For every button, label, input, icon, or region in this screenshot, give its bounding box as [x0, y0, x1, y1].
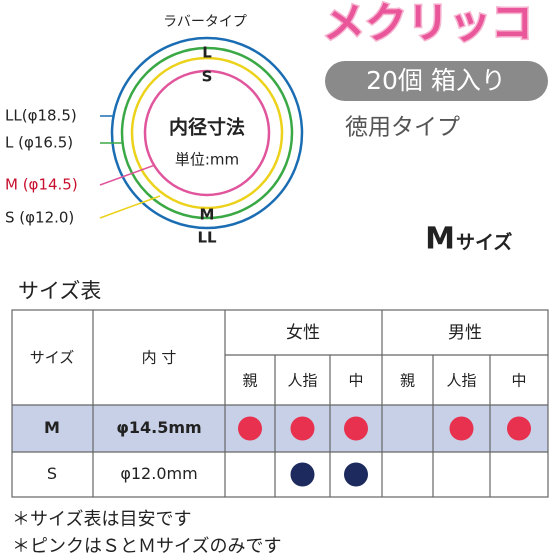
count: 20個 箱入り — [366, 66, 506, 95]
center-title: 内径寸法 — [169, 116, 245, 139]
ring-label: M — [200, 206, 215, 224]
size-cell: M — [44, 418, 60, 437]
size-label: L (φ16.5) — [5, 134, 73, 152]
ring — [120, 46, 294, 220]
ring — [110, 36, 304, 230]
finger-header: 中 — [348, 372, 363, 390]
leader — [99, 195, 161, 219]
finger-header: 中 — [511, 372, 526, 390]
note: ＊ピンクはＳとＭサイズのみです — [12, 536, 281, 557]
note: ＊サイズ表は目安です — [12, 509, 191, 530]
fit-dot — [449, 416, 474, 441]
size-cell: S — [47, 464, 57, 483]
leader — [99, 164, 156, 186]
fit-dot — [290, 416, 315, 441]
caption: ラバータイプ — [163, 14, 247, 30]
group-header: 女性 — [286, 323, 320, 343]
fit-dot — [344, 416, 368, 441]
table-title: サイズ表 — [18, 279, 101, 303]
ring-diagram: ラバータイプ L S M LL 内径寸法 単位:mm LL(φ18.5) L (… — [5, 14, 304, 247]
table-grid — [11, 309, 549, 498]
logo: メクリッコ — [323, 0, 533, 48]
column-header: サイズ — [30, 349, 75, 367]
ring-label: L — [202, 44, 212, 62]
inner-cell: φ14.5mm — [116, 418, 201, 437]
ring — [130, 56, 284, 210]
group-header: 男性 — [448, 323, 482, 343]
size-label: M (φ14.5) — [5, 176, 78, 194]
finger-header: 人指 — [446, 372, 476, 390]
fit-dot — [507, 416, 531, 441]
type: 徳用タイプ — [345, 115, 460, 141]
count-pill — [325, 61, 548, 101]
table-body: 親 人指 中 親 人指 中 M φ14.5mm S φ12.0mm — [44, 372, 531, 487]
fit-dot — [290, 462, 315, 487]
fit-dot — [344, 462, 368, 487]
ring — [143, 69, 271, 197]
ring-label: S — [202, 68, 213, 86]
inner-cell: φ12.0mm — [120, 464, 197, 483]
center-unit: 単位:mm — [175, 151, 239, 169]
finger-header: 親 — [400, 372, 415, 390]
size-label: S (φ12.0) — [5, 209, 74, 227]
fit-dot — [238, 416, 262, 441]
finger-header: 人指 — [287, 372, 317, 390]
size-label: LL(φ18.5) — [5, 107, 77, 125]
size-main: M — [425, 222, 455, 257]
column-header: 内 寸 — [142, 349, 177, 367]
ring-label: LL — [197, 229, 217, 247]
finger-header: 親 — [242, 372, 257, 390]
size-suffix: サイズ — [456, 231, 512, 254]
